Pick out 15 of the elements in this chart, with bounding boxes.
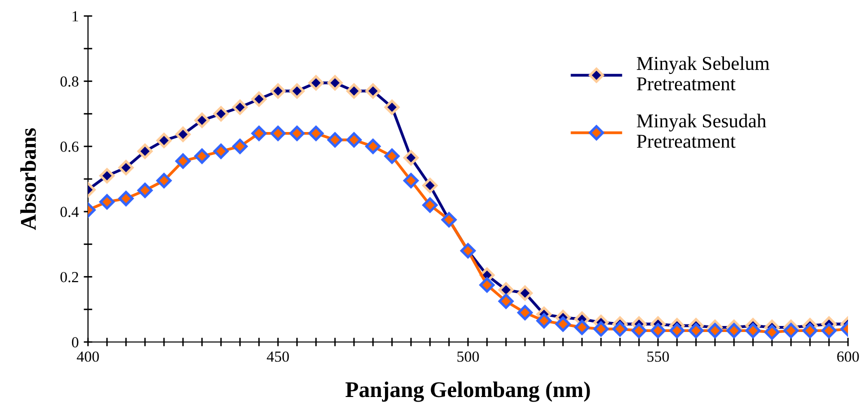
y-tick-label: 0 <box>72 337 78 348</box>
y-tick-label: 1 <box>72 11 78 22</box>
y-tick-label: 0.6 <box>60 142 79 152</box>
y-axis-title: Absorbans <box>20 128 36 230</box>
x-tick-label: 500 <box>457 351 479 362</box>
x-tick-label: 450 <box>266 351 289 362</box>
legend-label: Minyak Sebelum Pretreatment <box>636 56 770 90</box>
x-tick-label: 550 <box>647 351 669 362</box>
x-tick-label: 600 <box>837 351 859 362</box>
y-tick-label: 0.4 <box>60 206 79 218</box>
y-tick-label: 0.8 <box>60 76 78 87</box>
y-tick-label: 0.2 <box>60 272 78 282</box>
x-axis-title: Panjang Gelombang (nm) <box>346 382 590 402</box>
x-tick-label: 400 <box>76 351 99 362</box>
legend-label: Minyak Sesudah Pretreatment <box>636 114 766 148</box>
